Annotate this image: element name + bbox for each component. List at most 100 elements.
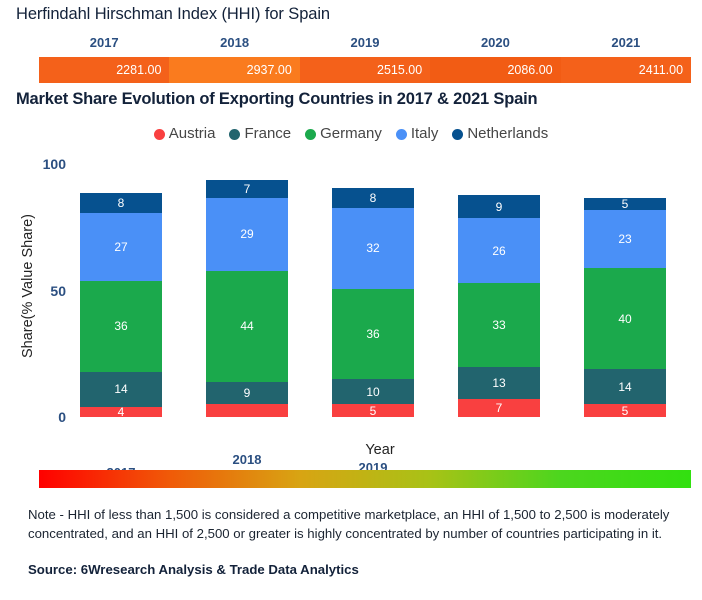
hhi-year-header-row: 2017 2018 2019 2020 2021 xyxy=(39,33,691,53)
stacked-bar: 8 32 36 10 5 xyxy=(332,187,414,417)
market-share-chart-title: Market Share Evolution of Exporting Coun… xyxy=(16,90,538,108)
bar-segment-value-label: 9 xyxy=(495,199,503,214)
legend-label: Netherlands xyxy=(467,125,549,142)
bar-segment-netherlands[interactable]: 9 xyxy=(458,195,540,218)
bar-segment-value-label: 29 xyxy=(240,227,254,242)
bar-group-2020[interactable]: 926331372020 xyxy=(458,195,540,482)
legend-label: Italy xyxy=(410,125,439,142)
legend-swatch-icon xyxy=(452,128,464,140)
x-axis-title: Year xyxy=(365,442,395,458)
bar-segment-germany[interactable]: 44 xyxy=(206,270,288,382)
bar-segment-italy[interactable]: 29 xyxy=(206,197,288,271)
stacked-bar: 9 26 33 13 7 xyxy=(458,195,540,417)
stacked-bar: 5 23 40 14 5 xyxy=(584,197,666,417)
hhi-value-segment: 2086.00 xyxy=(430,57,561,83)
concentration-gradient-bar xyxy=(39,470,691,488)
chart-plot-wrapper: Share(% Value Share) 100 50 0 8273614420… xyxy=(0,150,702,485)
bar-segment-value-label: 9 xyxy=(243,386,251,401)
bar-segment-value-label: 5 xyxy=(621,404,629,417)
bar-segment-france[interactable]: 14 xyxy=(584,369,666,405)
hhi-value-label: 2281.00 xyxy=(116,63,162,77)
legend-swatch-icon xyxy=(305,128,317,140)
stacked-bar: 8 27 36 14 4 xyxy=(80,192,162,417)
y-axis-tick-50: 50 xyxy=(50,283,66,299)
hhi-value-segment: 2515.00 xyxy=(299,57,431,83)
bar-group-2019[interactable]: 8 32 36 10 5 2019 xyxy=(332,187,414,475)
hhi-year-label: 2018 xyxy=(220,35,250,50)
bar-segment-netherlands[interactable]: 8 xyxy=(80,192,162,213)
bar-segment-netherlands[interactable]: 5 xyxy=(584,197,666,211)
bar-segment-austria[interactable] xyxy=(206,404,288,417)
bar-segment-value-label: 32 xyxy=(366,241,380,256)
bar-segment-value-label: 5 xyxy=(621,197,629,211)
bar-segment-value-label: 7 xyxy=(243,181,251,196)
source-text: Source: 6Wresearch Analysis & Trade Data… xyxy=(28,562,359,577)
y-axis-tick-100: 100 xyxy=(42,156,66,172)
bar-segment-france[interactable]: 9 xyxy=(206,381,288,405)
hhi-value-bar: 2281.00 2937.00 2515.00 2086.00 2411.00 xyxy=(39,57,691,83)
bar-segment-austria[interactable]: 5 xyxy=(332,404,414,417)
bar-segment-austria[interactable]: 7 xyxy=(458,399,540,417)
legend-label: Germany xyxy=(320,125,382,142)
bar-segment-germany[interactable]: 36 xyxy=(332,288,414,380)
bar-group-2021[interactable]: 523401452021 xyxy=(584,197,666,485)
bar-segment-value-label: 36 xyxy=(366,326,380,341)
y-axis-tick-0: 0 xyxy=(58,409,66,425)
bar-segment-netherlands[interactable]: 8 xyxy=(332,187,414,208)
bar-segment-value-label: 14 xyxy=(114,382,128,397)
bar-segment-france[interactable]: 13 xyxy=(458,366,540,400)
bar-segment-germany[interactable]: 40 xyxy=(584,268,666,370)
hhi-value-label: 2937.00 xyxy=(246,63,292,77)
stacked-bar: 7 29 44 9 xyxy=(206,180,288,417)
bar-segment-value-label: 27 xyxy=(114,239,128,254)
bar-segment-netherlands[interactable]: 7 xyxy=(206,180,288,198)
legend-item-france[interactable]: France xyxy=(229,126,291,142)
hhi-year-label: 2021 xyxy=(611,35,641,50)
bar-segment-value-label: 33 xyxy=(492,318,506,333)
bar-segment-value-label: 13 xyxy=(492,376,506,390)
hhi-value-segment: 2281.00 xyxy=(39,57,170,83)
legend-item-austria[interactable]: Austria xyxy=(153,125,216,142)
hhi-year-label: 2019 xyxy=(350,35,380,50)
hhi-year-label: 2017 xyxy=(89,35,119,50)
bar-segment-italy[interactable]: 27 xyxy=(80,212,162,281)
bar-segment-value-label: 23 xyxy=(618,232,632,247)
legend-label: France xyxy=(244,125,292,142)
bar-segment-france[interactable]: 10 xyxy=(332,379,414,405)
bar-segment-value-label: 40 xyxy=(618,311,632,326)
legend-item-germany[interactable]: Germany xyxy=(305,126,382,142)
legend-swatch-icon xyxy=(229,128,241,140)
note-text: Note - HHI of less than 1,500 is conside… xyxy=(28,507,670,541)
legend-item-netherlands[interactable]: Netherlands xyxy=(452,126,548,142)
bar-segment-germany[interactable]: 36 xyxy=(80,280,162,372)
bar-segment-value-label: 5 xyxy=(369,404,377,417)
legend-label: Austria xyxy=(168,125,216,142)
bar-segment-value-label: 4 xyxy=(117,406,125,417)
bar-segment-value-label: 36 xyxy=(114,319,128,334)
bar-segment-value-label: 10 xyxy=(366,384,380,399)
legend-swatch-icon xyxy=(153,128,165,140)
legend-item-italy[interactable]: Italy xyxy=(395,125,439,142)
bar-segment-germany[interactable]: 33 xyxy=(458,283,540,367)
bar-segment-austria[interactable]: 5 xyxy=(584,404,666,417)
bar-segment-italy[interactable]: 26 xyxy=(458,217,540,284)
bar-segment-value-label: 7 xyxy=(495,401,503,416)
hhi-title: Herfindahl Hirschman Index (HHI) for Spa… xyxy=(16,5,331,23)
hhi-value-label: 2086.00 xyxy=(507,63,553,77)
hhi-value-segment: 2937.00 xyxy=(169,57,300,83)
bar-segment-italy[interactable]: 23 xyxy=(584,210,666,269)
hhi-value-label: 2515.00 xyxy=(377,63,423,77)
hhi-value-segment: 2411.00 xyxy=(560,57,691,83)
legend-swatch-icon xyxy=(395,128,407,140)
bar-group-2018[interactable]: 7 29 44 9 2018 xyxy=(206,180,288,467)
bar-segment-value-label: 8 xyxy=(117,195,125,210)
bar-segment-italy[interactable]: 32 xyxy=(332,207,414,289)
bar-segment-value-label: 44 xyxy=(240,319,254,334)
x-axis-tick-label: 2018 xyxy=(232,452,262,468)
bar-segment-austria[interactable]: 4 xyxy=(80,406,162,417)
bar-segment-france[interactable]: 14 xyxy=(80,371,162,407)
bar-group-2017[interactable]: 827361442017 xyxy=(80,192,162,480)
bar-segment-value-label: 26 xyxy=(492,243,506,258)
chart-legend: Austria France Germany Italy Netherlands xyxy=(0,126,702,142)
hhi-year-label: 2020 xyxy=(480,35,510,50)
